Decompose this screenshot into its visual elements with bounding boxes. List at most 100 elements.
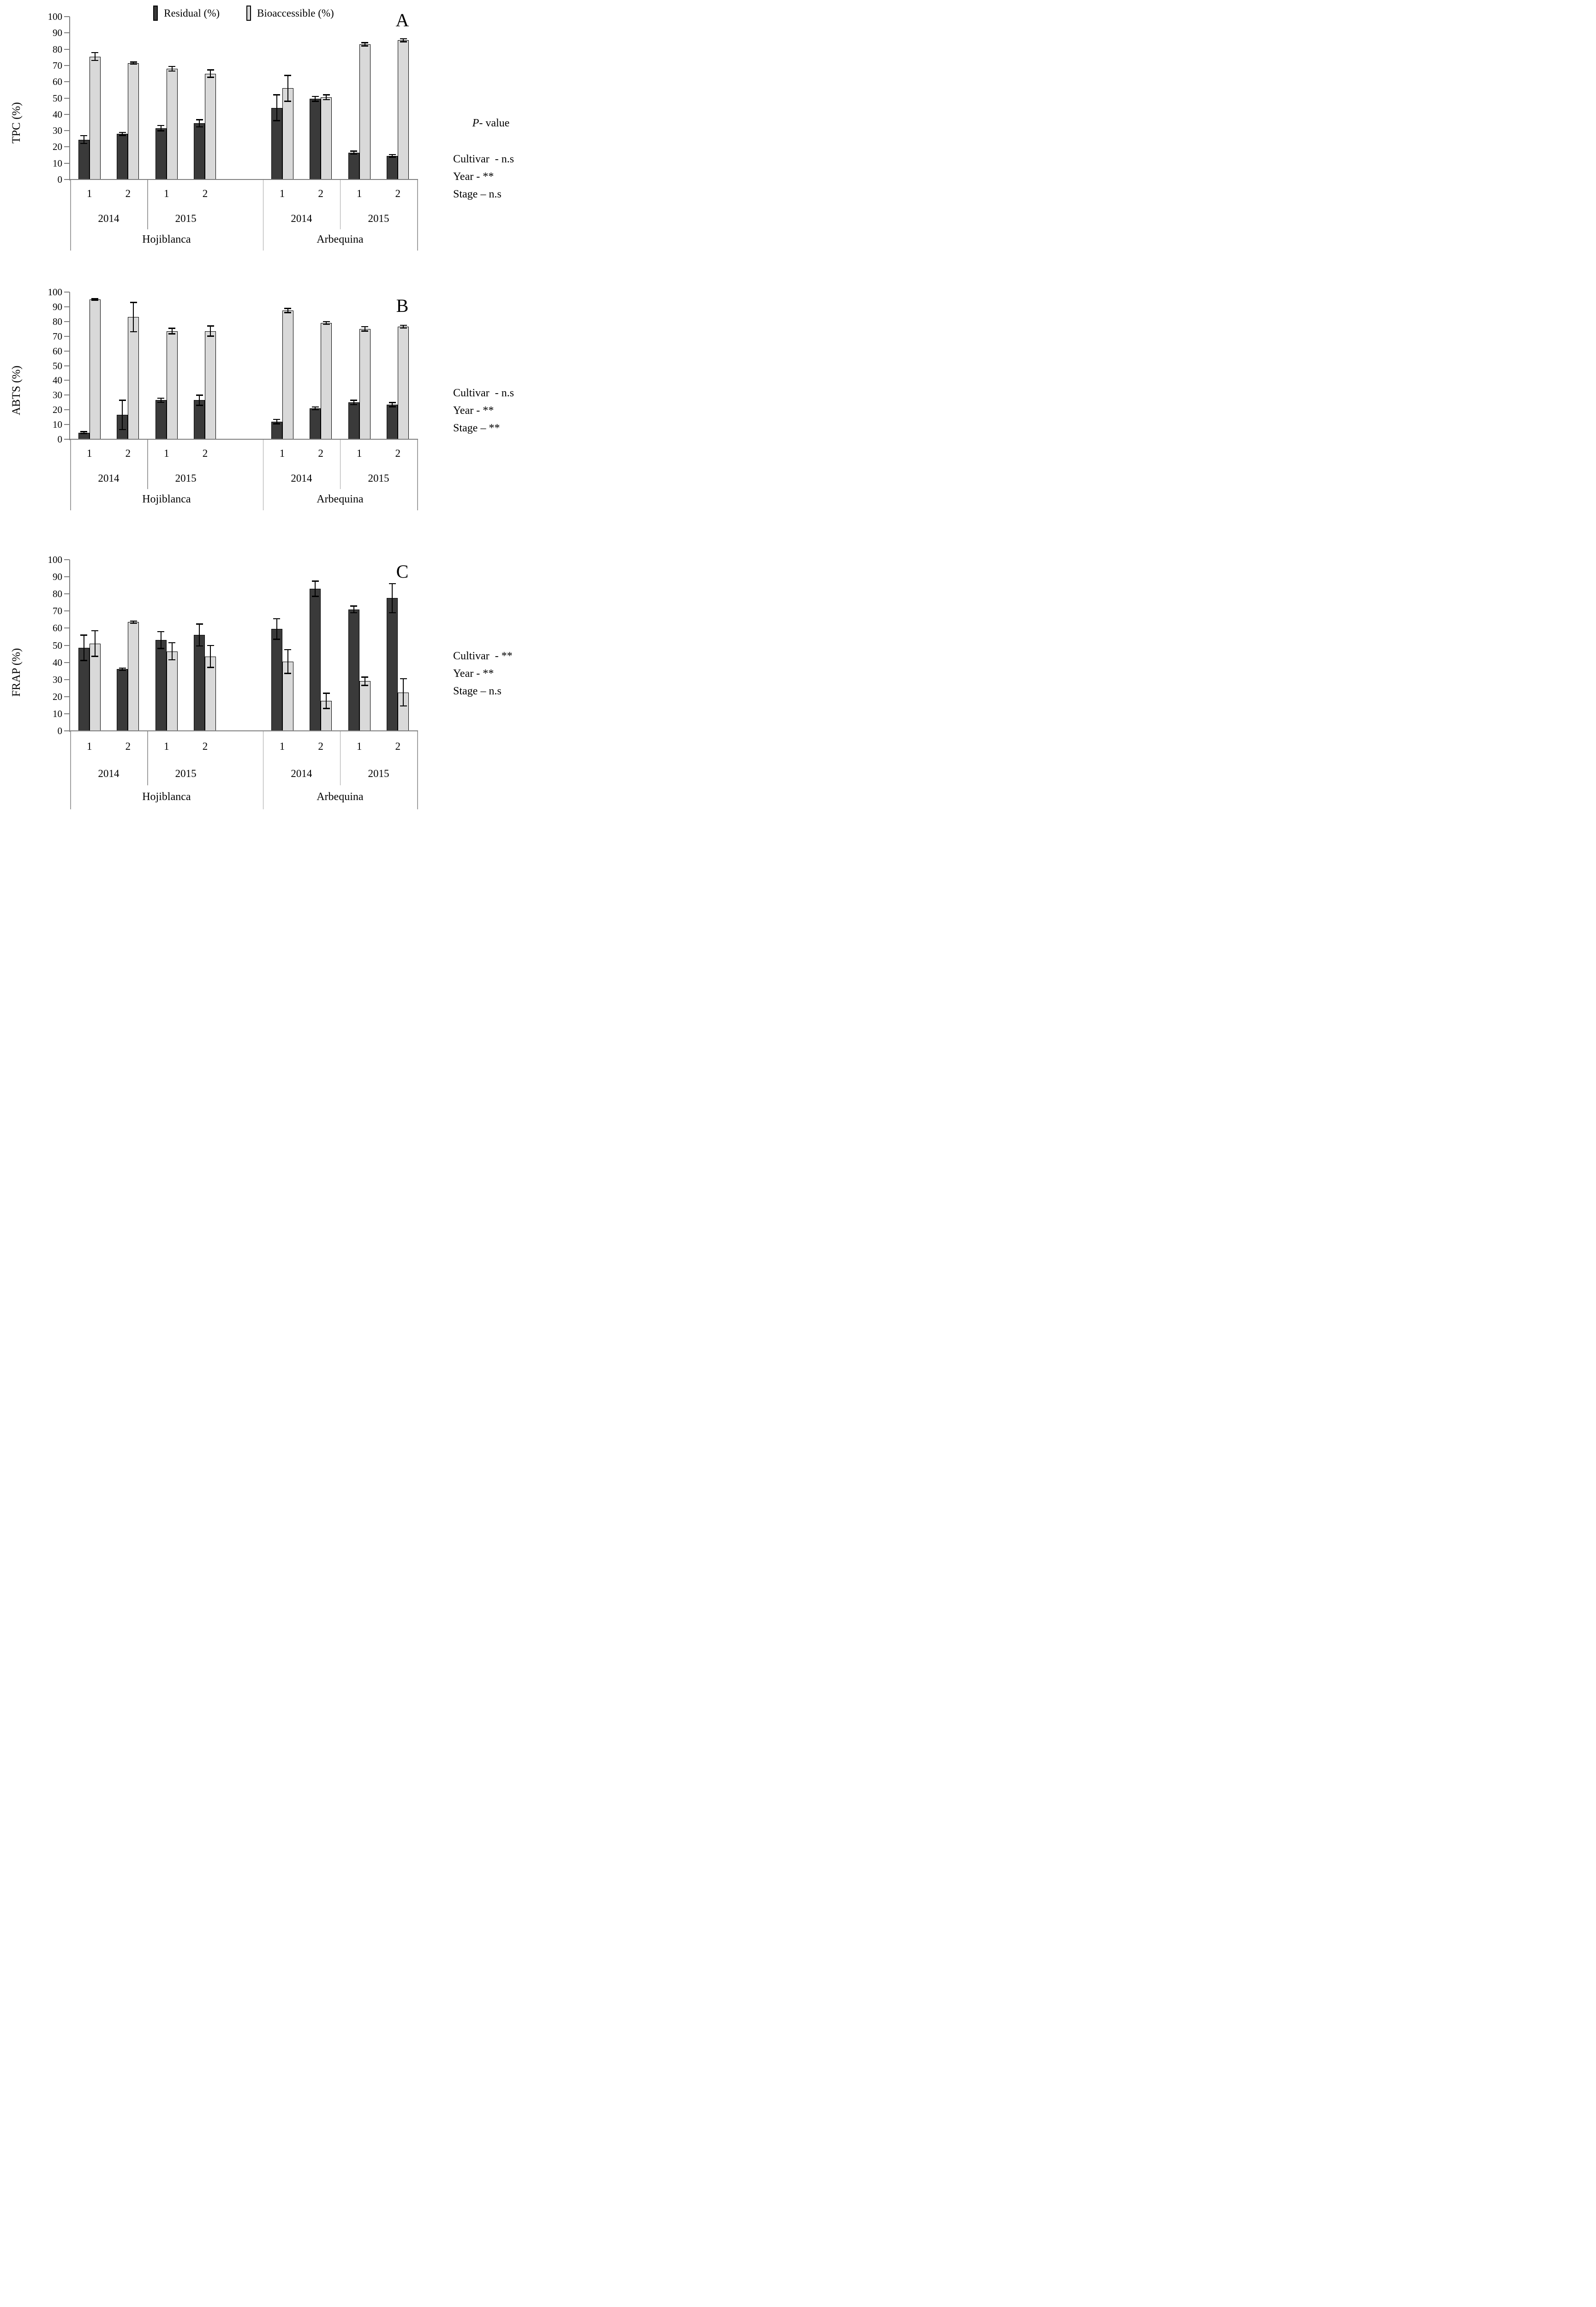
stage-label: 1 — [87, 448, 92, 459]
bar-bioaccessible — [128, 63, 139, 179]
bar-residual — [78, 139, 90, 179]
error-bar-line — [171, 66, 173, 72]
error-bar-cap-bottom — [157, 401, 165, 403]
y-axis-line — [69, 17, 70, 180]
error-bar-line — [199, 624, 200, 646]
year-label: 2014 — [98, 768, 120, 779]
error-bar-line — [326, 321, 327, 325]
error-bar-cap-top — [273, 618, 281, 620]
stage-label: 2 — [395, 448, 400, 459]
category-separator — [263, 731, 264, 809]
y-tick-label: 80 — [53, 316, 62, 327]
y-tick-mark — [64, 679, 70, 680]
y-tick-label: 90 — [53, 301, 62, 312]
bar-bioaccessible — [359, 44, 371, 179]
y-tick-mark — [64, 350, 70, 352]
stats-line-stage: Stage – n.s — [453, 685, 502, 697]
bar-residual — [78, 648, 90, 731]
stage-label: 2 — [202, 188, 208, 199]
error-bar-line — [287, 649, 288, 674]
stage-label: 2 — [395, 741, 400, 752]
y-tick-mark — [64, 696, 70, 697]
stats-line-stage: Stage – n.s — [453, 188, 502, 200]
error-bar-cap-top — [284, 308, 292, 309]
y-tick-mark — [64, 306, 70, 307]
bar-bioaccessible — [166, 651, 178, 731]
y-tick-mark — [64, 81, 70, 83]
error-bar-cap-top — [350, 150, 358, 152]
error-bar-cap-bottom — [311, 101, 319, 102]
error-bar-cap-top — [284, 649, 292, 651]
error-bar-cap-bottom — [400, 41, 407, 42]
plot-area — [70, 560, 417, 731]
y-tick-label: 0 — [57, 725, 63, 736]
y-tick-label: 80 — [53, 43, 62, 55]
error-bar-line — [353, 400, 354, 405]
bar-residual — [387, 405, 398, 439]
x-axis-baseline — [64, 730, 418, 731]
error-bar-cap-top — [130, 61, 137, 63]
stage-label: 1 — [87, 188, 92, 199]
error-bar-cap-top — [196, 119, 203, 120]
bar-residual — [194, 123, 205, 179]
y-tick-mark — [64, 32, 70, 34]
error-bar-line — [210, 645, 211, 668]
y-tick-label: 40 — [53, 657, 62, 668]
error-bar-cap-top — [311, 406, 319, 408]
y-tick-label: 40 — [53, 375, 62, 386]
cultivar-label: Hojiblanca — [142, 233, 191, 245]
y-tick-mark — [64, 146, 70, 148]
error-bar-cap-bottom — [168, 659, 176, 661]
bar-bioaccessible — [282, 88, 293, 179]
category-separator — [417, 179, 418, 251]
stage-label: 1 — [356, 188, 362, 199]
error-bar-cap-bottom — [130, 331, 137, 333]
y-tick-label: 70 — [53, 60, 62, 71]
panel-a: Residual (%) Bioaccessible (%) TPC (%) A… — [0, 0, 532, 255]
category-separator-year — [147, 179, 148, 229]
bar-residual — [117, 134, 128, 179]
y-axis-line — [69, 292, 70, 440]
legend-label-residual: Residual (%) — [164, 7, 220, 19]
y-tick-mark — [64, 610, 70, 612]
cultivar-label: Arbequina — [317, 233, 364, 245]
year-label: 2015 — [368, 472, 389, 484]
error-bar-cap-top — [311, 96, 319, 97]
error-bar-cap-bottom — [361, 685, 369, 686]
error-bar-cap-top — [323, 94, 330, 96]
bar-residual — [310, 589, 321, 731]
error-bar-cap-top — [157, 125, 165, 126]
bar-bioaccessible — [166, 68, 178, 179]
year-label: 2015 — [175, 472, 197, 484]
error-bar-cap-bottom — [207, 667, 214, 668]
stage-label: 2 — [125, 448, 131, 459]
stage-label: 1 — [164, 448, 169, 459]
legend-swatch-bioaccessible-icon — [246, 6, 251, 21]
error-bar-cap-top — [361, 42, 369, 43]
error-bar-cap-bottom — [323, 99, 330, 101]
y-tick-label: 100 — [48, 11, 63, 22]
category-separator-year — [147, 439, 148, 489]
y-tick-mark — [64, 130, 70, 131]
stage-label: 2 — [318, 448, 323, 459]
error-bar-line — [403, 38, 404, 42]
category-axis: 1 2 1 2 1 2 1 2 2014 2015 2014 2015 Hojiblanca Arbequ… — [70, 439, 418, 510]
y-tick-mark — [64, 16, 70, 17]
error-bar-cap-bottom — [196, 405, 203, 406]
y-tick-mark — [64, 292, 70, 293]
error-bar-line — [94, 299, 96, 300]
error-bar-cap-bottom — [273, 423, 281, 424]
error-bar-cap-bottom — [168, 333, 176, 335]
y-tick-mark — [64, 114, 70, 115]
y-tick-mark — [64, 645, 70, 646]
error-bar-line — [133, 621, 134, 623]
error-bar-line — [287, 308, 288, 313]
year-label: 2015 — [175, 213, 197, 224]
bar-bioaccessible — [359, 681, 371, 731]
legend-item-bioaccessible: Bioaccessible (%) — [246, 6, 334, 21]
legend-swatch-residual-icon — [153, 6, 158, 21]
y-tick-label: 30 — [53, 389, 62, 401]
error-bar-cap-top — [168, 328, 176, 329]
y-tick-mark — [64, 559, 70, 560]
stage-label: 2 — [395, 188, 400, 199]
